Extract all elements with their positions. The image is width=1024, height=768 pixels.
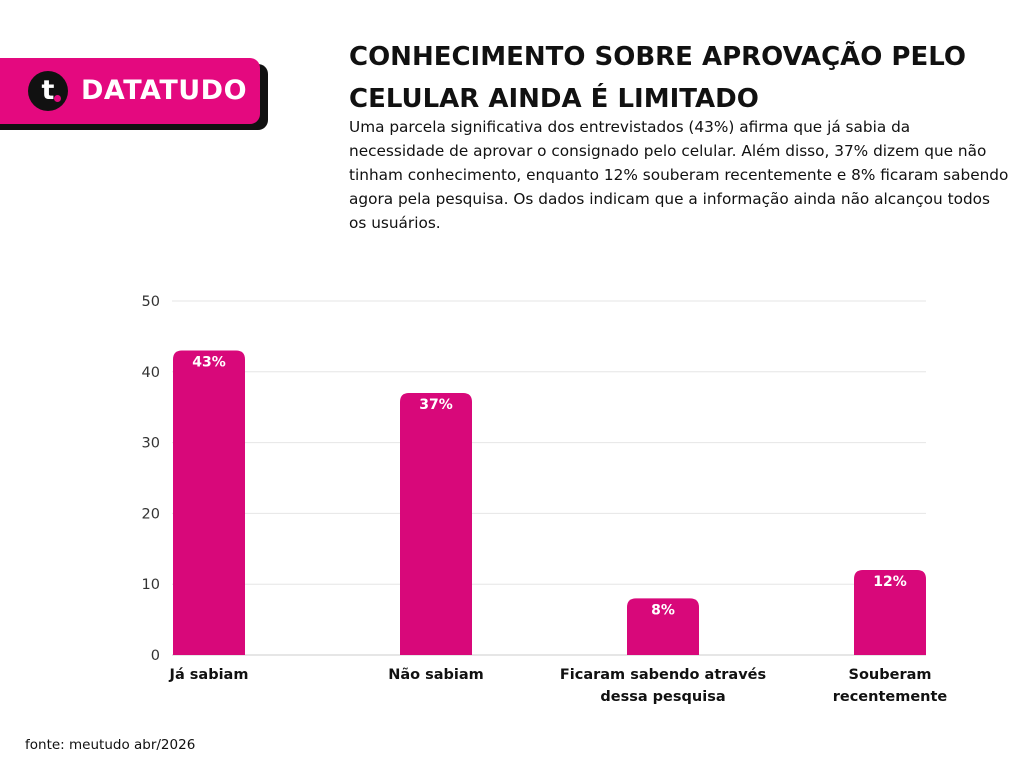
x-category-label-line: recentemente (833, 689, 948, 705)
page-description: Uma parcela significativa dos entrevista… (349, 118, 1009, 232)
x-category-label-line: Já sabiam (169, 667, 249, 683)
x-category-label: Já sabiam (169, 667, 249, 683)
y-tick-label: 50 (142, 294, 160, 310)
chart-x-axis: Já sabiam Não sabiam Ficaram sabendo atrav… (169, 667, 948, 705)
y-tick-label: 10 (142, 577, 160, 593)
data-label: 12% (873, 574, 907, 590)
y-tick-label: 40 (142, 365, 160, 381)
x-category-label-line: Não sabiam (388, 667, 484, 683)
y-tick-label: 0 (151, 648, 160, 664)
brand-name: DATATUDO (81, 75, 248, 106)
data-label: 43% (192, 355, 226, 371)
source-note: fonte: meutudo abr/2026 (25, 737, 196, 753)
page-title: CONHECIMENTO SOBRE APROVAÇÃO PELO CELULA… (349, 42, 966, 114)
chart-data-labels: 43% 37% 8% 12% (192, 355, 907, 619)
bar (173, 350, 245, 655)
bar (854, 570, 926, 655)
bar (627, 598, 699, 655)
chart-bars (173, 350, 926, 655)
chart-grid (172, 300, 926, 656)
x-category-label: Não sabiam (388, 667, 484, 683)
x-category-label: Souberam recentemente (833, 667, 948, 705)
x-category-label-line: dessa pesquisa (600, 689, 725, 705)
brand-logo-dot (54, 95, 61, 102)
brand-logo-icon: t (28, 71, 68, 111)
data-label: 37% (419, 397, 453, 413)
x-category-label-line: Ficaram sabendo através (560, 667, 766, 683)
brand-logo-letter: t (41, 75, 55, 106)
y-tick-label: 30 (142, 436, 160, 452)
chart-y-axis: 0 10 20 30 40 50 (142, 294, 160, 664)
y-tick-label: 20 (142, 506, 160, 522)
data-label: 8% (651, 602, 675, 618)
x-category-label-line: Souberam (849, 667, 932, 683)
bar (400, 393, 472, 655)
brand-badge: t DATATUDO (0, 58, 260, 124)
x-category-label: Ficaram sabendo através dessa pesquisa (560, 667, 766, 705)
